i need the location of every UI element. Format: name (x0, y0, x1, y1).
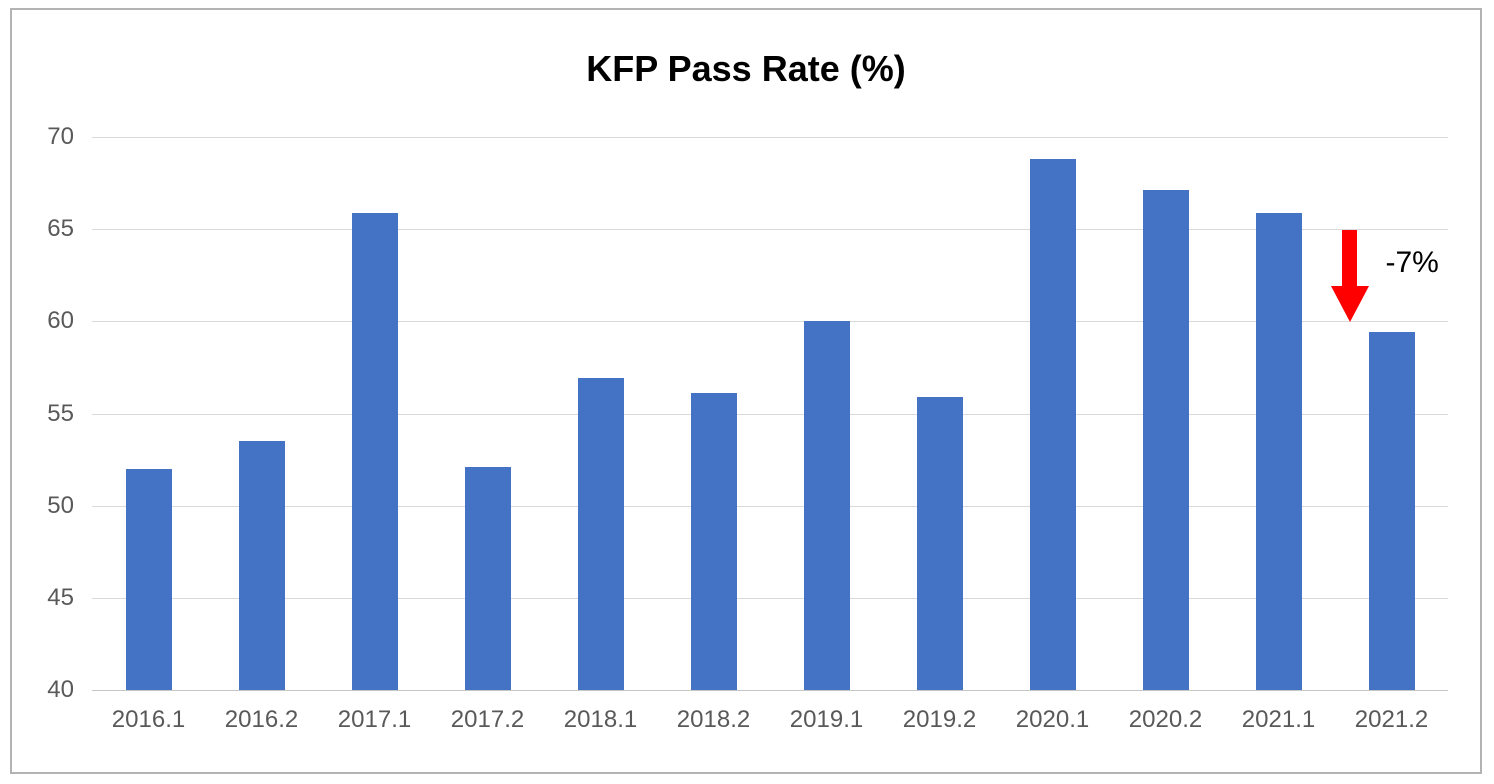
y-tick-label-40: 40 (47, 676, 74, 703)
x-tick-label-2019.1: 2019.1 (789, 706, 864, 733)
chart-frame: KFP Pass Rate (%) 40 45 50 55 60 65 70 2016.1 20… (10, 8, 1482, 774)
gridline-50 (92, 505, 1448, 507)
x-tick-label-2021.1: 2021.1 (1241, 706, 1316, 733)
down-arrow-shaft (1342, 230, 1357, 286)
bar-2018.2 (690, 393, 737, 690)
bar-2016.1 (125, 468, 172, 690)
x-tick-label-2016.1: 2016.1 (111, 706, 186, 733)
x-tick-label-2018.2: 2018.2 (676, 706, 751, 733)
x-tick-label-2019.2: 2019.2 (902, 706, 977, 733)
x-tick-label-2020.1: 2020.1 (1015, 706, 1090, 733)
down-arrow-head (1330, 286, 1369, 322)
x-tick-label-2017.1: 2017.1 (337, 706, 412, 733)
y-tick-label-70: 70 (47, 123, 74, 150)
bar-2019.1 (803, 321, 850, 690)
annotation-label: -7% (1385, 246, 1439, 279)
gridline-70 (92, 137, 1448, 138)
gridline-60 (92, 321, 1448, 323)
x-tick-label-2018.1: 2018.1 (563, 706, 638, 733)
bar-2019.2 (916, 396, 963, 690)
y-tick-label-60: 60 (47, 307, 74, 335)
gridline-65 (92, 229, 1448, 231)
bar-2017.2 (464, 466, 511, 690)
bar-2021.1 (1255, 212, 1302, 690)
x-tick-label-2021.2: 2021.2 (1354, 706, 1429, 733)
bar-2018.1 (577, 378, 624, 690)
x-tick-label-2016.2: 2016.2 (224, 706, 299, 733)
bar-2021.2 (1368, 332, 1415, 690)
bar-2020.1 (1029, 159, 1076, 690)
y-tick-label-65: 65 (47, 215, 74, 243)
x-tick-label-2020.2: 2020.2 (1128, 706, 1203, 733)
down-arrow-icon (1330, 230, 1369, 322)
bar-2020.2 (1142, 190, 1189, 690)
y-tick-label-55: 55 (47, 399, 74, 427)
plot-area: 40 45 50 55 60 65 70 2016.1 2016.2 2017.1 2017.2 20… (12, 10, 1480, 772)
y-tick-label-45: 45 (47, 583, 74, 611)
bar-2017.1 (351, 212, 398, 690)
gridline-45 (92, 597, 1448, 599)
x-tick-label-2017.2: 2017.2 (450, 706, 525, 733)
chart-title: KFP Pass Rate (%) (586, 48, 906, 89)
gridline-55 (92, 413, 1448, 415)
y-tick-label-50: 50 (47, 491, 74, 519)
bar-2016.2 (238, 441, 285, 690)
gridline-40 (92, 690, 1448, 691)
